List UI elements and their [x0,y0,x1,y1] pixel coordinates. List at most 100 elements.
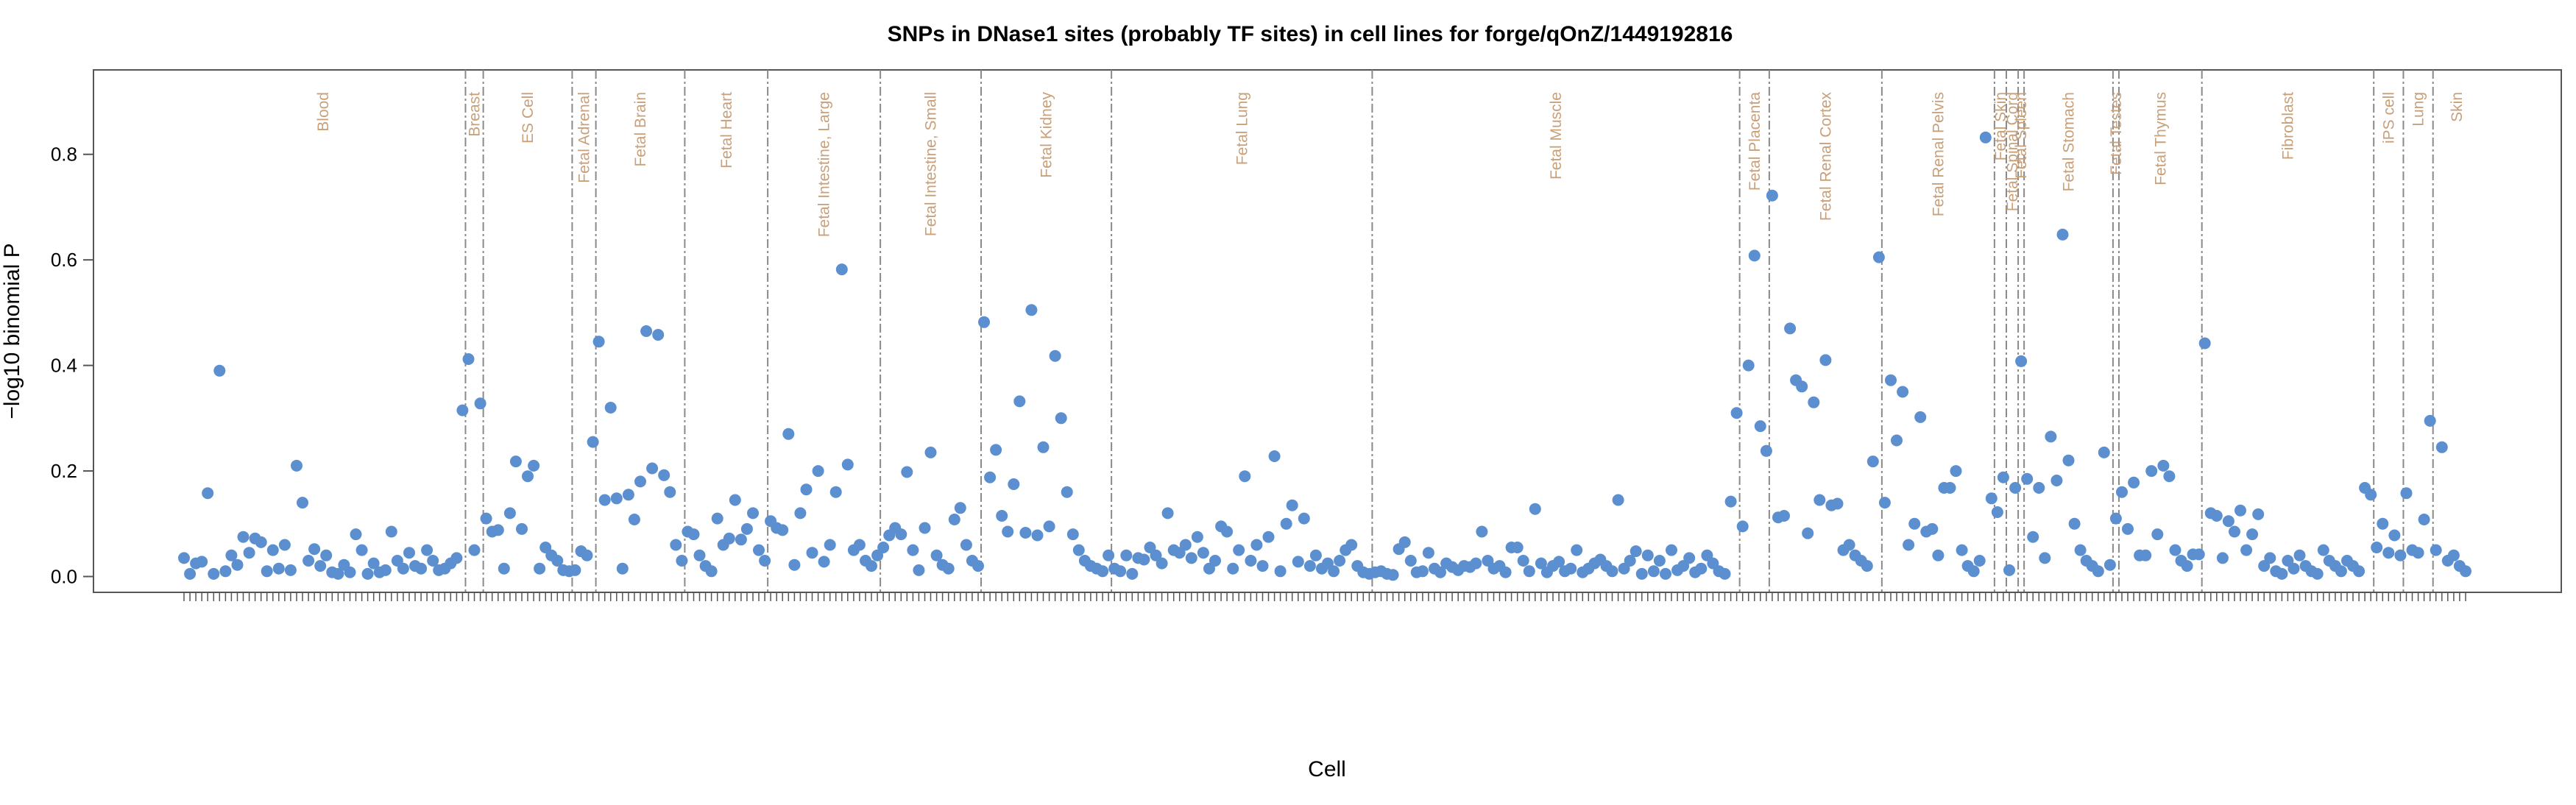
data-point [640,325,653,337]
data-point [1979,131,1992,143]
data-point [960,539,972,551]
data-point [2382,547,2395,559]
data-point [1695,562,1708,575]
data-point [2098,446,2110,458]
data-point [1647,565,1660,578]
data-point [2116,486,2128,498]
data-point [2145,465,2158,478]
data-point [1114,565,1127,578]
data-point [1398,536,1411,548]
data-point [2264,552,2276,564]
data-point [421,544,434,556]
data-point [2169,544,2182,556]
data-point [350,528,362,541]
data-point [1612,494,1624,506]
data-point [664,486,676,498]
data-point [1997,471,2009,483]
data-point [1866,455,1879,468]
data-point [866,560,877,572]
data-point [427,555,439,567]
data-point [2246,528,2259,541]
data-point [990,444,1002,456]
data-point [2388,529,2401,542]
data-point [291,459,302,472]
data-point [812,465,824,478]
y-tick-label: 0.8 [51,143,77,166]
data-point [2074,544,2087,556]
data-point [2056,228,2069,241]
data-point [1885,374,1897,386]
data-point [415,562,428,575]
data-point [581,549,593,561]
data-point [2103,558,2116,571]
data-point [1334,555,1346,567]
data-point [2092,565,2104,578]
data-point [634,475,646,488]
data-point [1802,527,1814,539]
group-label: Lung [2410,92,2427,127]
data-point [1529,503,1541,515]
data-point [972,560,984,572]
data-point [1274,565,1287,578]
data-point [1784,322,1797,335]
data-point [385,525,397,538]
data-point [2293,549,2306,561]
data-point [2045,430,2057,443]
data-point [498,562,510,575]
group-label: Fetal Muscle [1548,92,1565,180]
data-point [492,524,504,536]
group-label: Fetal Testes [2108,92,2125,175]
data-point [747,507,759,519]
data-point [1013,395,1026,408]
data-point [740,522,753,535]
data-point [1914,411,1927,423]
data-point [2122,522,2134,535]
data-point [2163,470,2176,483]
data-point [2365,489,2377,501]
data-point [1814,494,1826,506]
data-point [2447,549,2460,561]
data-point [2240,544,2253,556]
data-point [1476,525,1488,538]
data-point [1861,560,1873,572]
data-point [794,507,807,519]
data-point [569,564,581,576]
data-point [729,494,741,506]
data-point [1950,465,1962,478]
data-point [1967,565,1980,578]
data-point [261,565,273,578]
data-point [2229,525,2240,538]
data-point [2377,517,2389,530]
data-point [2317,544,2329,556]
data-point [1049,350,1061,362]
group-label: ES Cell [520,92,537,143]
data-point [1653,555,1666,567]
x-tick-marks [183,592,2466,601]
data-point [1760,444,1772,457]
data-point [516,522,528,535]
data-point [587,436,599,448]
data-point [2068,517,2081,530]
data-point [2015,355,2028,367]
data-point [528,459,540,472]
data-point [1072,544,1085,556]
data-point [1103,549,1115,561]
data-point [610,492,623,505]
data-point [1891,434,1903,447]
data-point [1819,354,1832,366]
group-label: Fetal Skin [1992,92,2009,160]
data-point [2435,441,2448,453]
group-label: Breast [467,92,484,137]
data-point [1262,531,1275,543]
data-point [1903,539,1915,551]
data-point [474,397,486,410]
group-label: Fetal Intestine, Small [923,92,940,236]
data-point [1434,566,1446,578]
data-point [853,539,866,551]
group-label: Fetal Intestine, Large [816,92,833,237]
data-point [1008,478,1020,490]
data-point [1309,549,1322,561]
data-point [534,562,546,575]
data-point [1719,567,1731,580]
data-point [284,564,297,576]
